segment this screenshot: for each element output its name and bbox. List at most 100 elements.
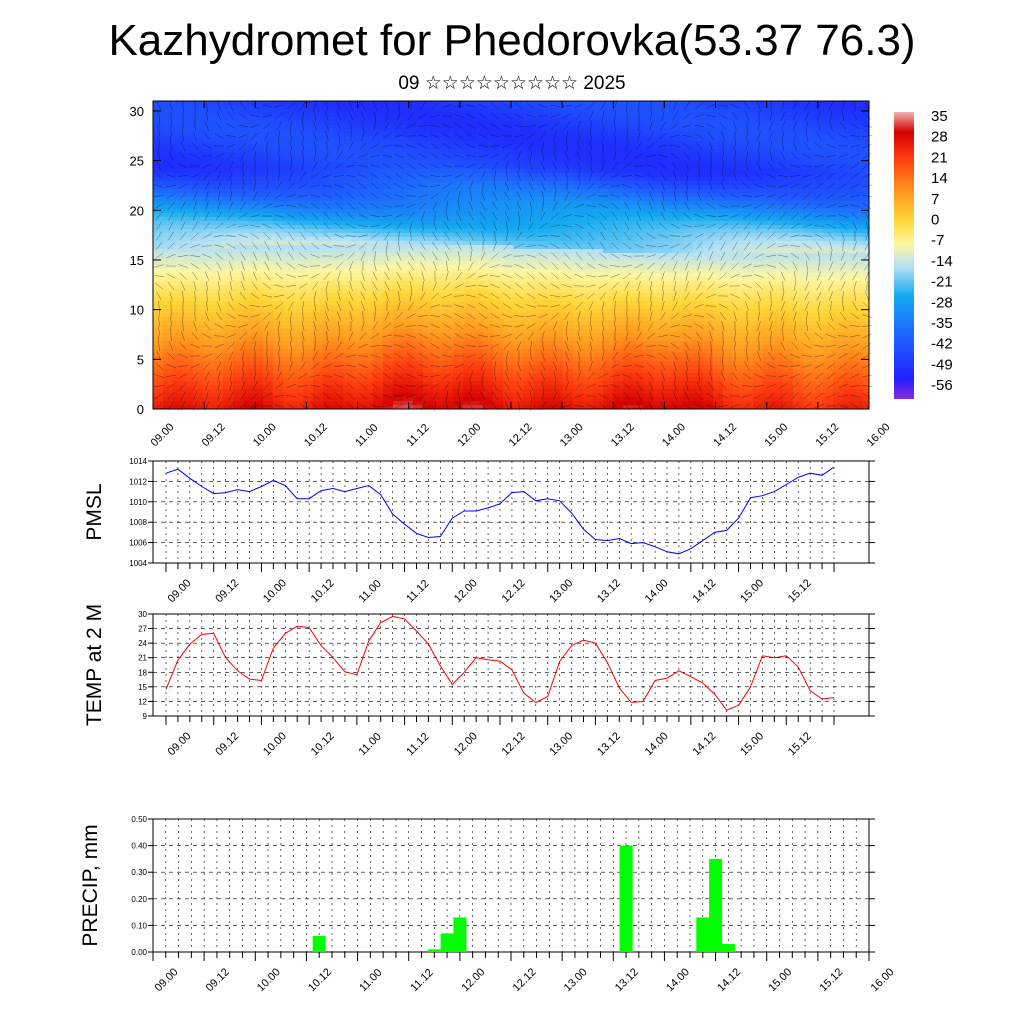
heatmap-cell: [153, 317, 164, 322]
heatmap-cell: [483, 405, 494, 410]
heatmap-cell: [673, 357, 684, 362]
heatmap-cell: [503, 293, 514, 298]
heatmap-cell: [653, 157, 664, 162]
heatmap-cell: [193, 213, 204, 218]
heatmap-cell: [433, 297, 444, 302]
heatmap-cell: [633, 245, 644, 250]
heatmap-cell: [493, 385, 504, 390]
heatmap-cell: [293, 281, 304, 286]
heatmap-cell: [183, 193, 194, 198]
heatmap-cell: [223, 361, 234, 366]
heatmap-cell: [163, 117, 174, 122]
heatmap-cell: [433, 341, 444, 346]
heatmap-cell: [173, 365, 184, 370]
heatmap-cell: [623, 221, 634, 226]
heatmap-cell: [233, 301, 244, 306]
heatmap-cell: [793, 301, 804, 306]
heatmap-cell: [183, 245, 194, 250]
heatmap-cell: [723, 233, 734, 238]
heatmap-cell: [773, 357, 784, 362]
heatmap-cell: [543, 241, 554, 246]
heatmap-cell: [763, 341, 774, 346]
heatmap-cell: [653, 365, 664, 370]
heatmap-cell: [763, 373, 774, 378]
heatmap-cell: [263, 381, 274, 386]
heatmap-cell: [563, 325, 574, 330]
heatmap-cell: [293, 345, 304, 350]
heatmap-cell: [643, 405, 654, 410]
heatmap-cell: [763, 225, 774, 230]
heatmap-cell: [603, 285, 614, 290]
heatmap-cell: [463, 177, 474, 182]
heatmap-cell: [643, 213, 654, 218]
heatmap-cell: [293, 233, 304, 238]
heatmap-cell: [493, 205, 504, 210]
heatmap-cell: [783, 381, 794, 386]
heatmap-cell: [263, 277, 274, 282]
heatmap-cell: [753, 245, 764, 250]
heatmap-cell: [243, 249, 254, 254]
heatmap-cell: [303, 281, 314, 286]
heatmap-cell: [283, 149, 294, 154]
heatmap-cell: [543, 157, 554, 162]
heatmap-cell: [233, 177, 244, 182]
heatmap-cell: [253, 397, 264, 402]
heatmap-cell: [583, 341, 594, 346]
heatmap-cell: [423, 393, 434, 398]
heatmap-cell: [243, 145, 254, 150]
heatmap-cell: [693, 181, 704, 186]
heatmap-cell: [233, 269, 244, 274]
heatmap-cell: [153, 297, 164, 302]
heatmap-cell: [283, 349, 294, 354]
heatmap-cell: [273, 113, 284, 118]
heatmap-cell: [673, 265, 684, 270]
heatmap-cell: [613, 233, 624, 238]
heatmap-cell: [713, 201, 724, 206]
heatmap-cell: [563, 289, 574, 294]
heatmap-cell: [593, 273, 604, 278]
heatmap-cell: [473, 157, 484, 162]
heatmap-cell: [323, 153, 334, 158]
heatmap-cell: [293, 349, 304, 354]
heatmap-cell: [553, 273, 564, 278]
heatmap-cell: [183, 189, 194, 194]
heatmap-cell: [263, 173, 274, 178]
heatmap-cell: [203, 201, 214, 206]
heatmap-cell: [653, 129, 664, 134]
heatmap-cell: [713, 377, 724, 382]
heatmap-cell: [533, 133, 544, 138]
heatmap-cell: [793, 145, 804, 150]
heatmap-cell: [633, 197, 644, 202]
heatmap-cell: [273, 197, 284, 202]
heatmap-cell: [503, 285, 514, 290]
heatmap-cell: [303, 289, 314, 294]
heatmap-cell: [443, 233, 454, 238]
heatmap-cell: [243, 201, 254, 206]
heatmap-cell: [483, 145, 494, 150]
heatmap-cell: [603, 345, 614, 350]
heatmap-cell: [733, 325, 744, 330]
heatmap-cell: [393, 181, 404, 186]
heatmap-cell: [553, 181, 564, 186]
heatmap-cell: [763, 201, 774, 206]
heatmap-cell: [583, 141, 594, 146]
heatmap-cell: [243, 305, 254, 310]
heatmap-cell: [223, 201, 234, 206]
heatmap-cell: [473, 169, 484, 174]
heatmap-cell: [553, 165, 564, 170]
heatmap-cell: [503, 205, 514, 210]
heatmap-cell: [743, 125, 754, 130]
heatmap-cell: [493, 201, 504, 206]
heatmap-cell: [783, 137, 794, 142]
heatmap-cell: [193, 197, 204, 202]
heatmap-cell: [563, 389, 574, 394]
heatmap-cell: [343, 325, 354, 330]
heatmap-cell: [203, 161, 214, 166]
heatmap-cell: [183, 221, 194, 226]
heatmap-cell: [793, 245, 804, 250]
heatmap-cell: [653, 149, 664, 154]
heatmap-cell: [573, 213, 584, 218]
heatmap-cell: [193, 301, 204, 306]
heatmap-cell: [423, 289, 434, 294]
heatmap-cell: [583, 293, 594, 298]
